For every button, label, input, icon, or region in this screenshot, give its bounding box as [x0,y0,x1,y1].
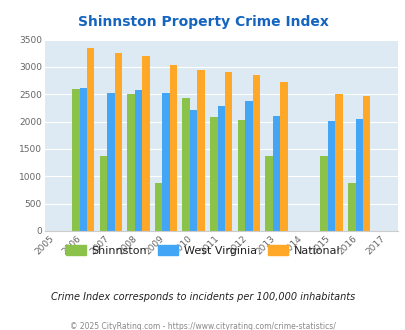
Bar [190,110,197,231]
Bar [209,117,217,231]
Bar [264,156,272,231]
Text: Shinnston Property Crime Index: Shinnston Property Crime Index [77,15,328,29]
Bar [362,96,369,231]
Bar [107,93,114,231]
Bar [245,101,252,231]
Bar [142,56,149,231]
Bar [252,75,259,231]
Bar [169,65,177,231]
Legend: Shinnston, West Virginia, National: Shinnston, West Virginia, National [61,241,344,260]
Bar [155,183,162,231]
Bar [327,120,335,231]
Bar [100,156,107,231]
Bar [347,183,355,231]
Bar [224,72,232,231]
Bar [79,88,87,231]
Bar [134,90,142,231]
Text: Crime Index corresponds to incidents per 100,000 inhabitants: Crime Index corresponds to incidents per… [51,292,354,302]
Bar [355,119,362,231]
Bar [114,53,122,231]
Bar [127,94,134,231]
Bar [182,98,190,231]
Bar [217,106,224,231]
Bar [320,156,327,231]
Bar [197,70,205,231]
Bar [162,93,169,231]
Bar [335,94,342,231]
Bar [279,82,287,231]
Bar [87,49,94,231]
Bar [72,89,79,231]
Text: © 2025 CityRating.com - https://www.cityrating.com/crime-statistics/: © 2025 CityRating.com - https://www.city… [70,322,335,330]
Bar [237,120,245,231]
Bar [272,116,279,231]
